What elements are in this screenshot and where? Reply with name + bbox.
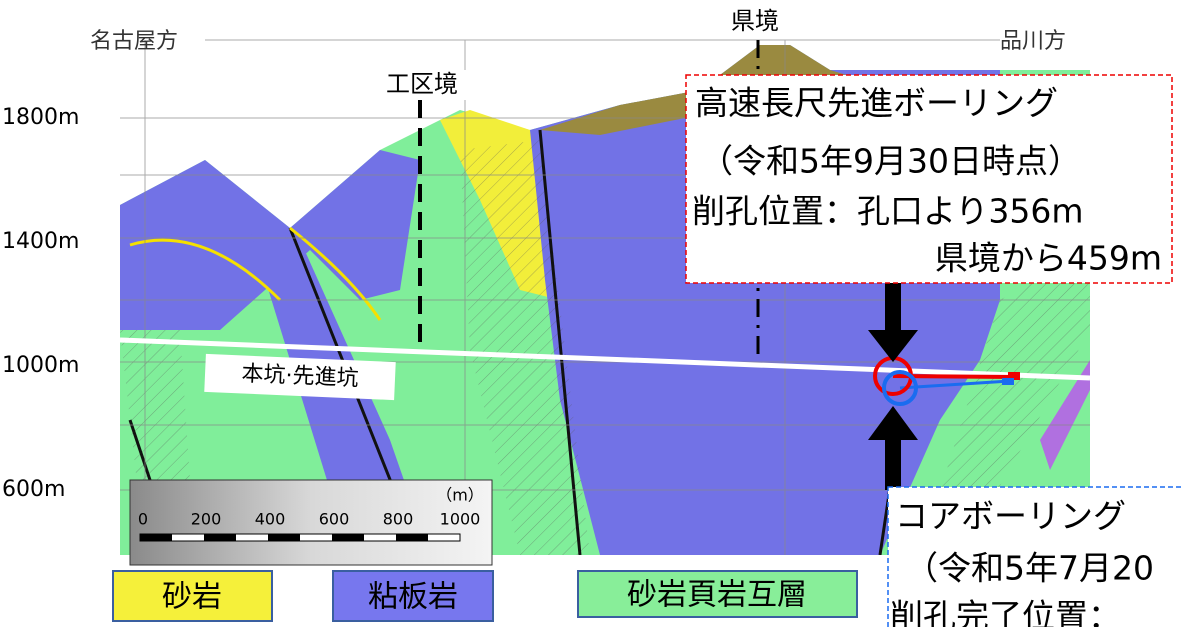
scale-label: 200 (191, 510, 222, 529)
legend-label: 粘板岩 (368, 580, 458, 615)
tunnel-label: 本坑·先進坑 (241, 361, 359, 391)
elevation: 1400m (2, 229, 79, 254)
scale-label: 400 (255, 510, 286, 529)
callout-position: 削孔位置：孔口より356m (692, 192, 1083, 231)
legend-label: 砂岩 (162, 580, 222, 615)
callout-date: （令和5年7月20 (905, 549, 1154, 588)
elevation: 1000m (2, 353, 79, 378)
scale-bar: （m） 0 200 400 600 800 1000 (129, 479, 493, 566)
boring (868, 283, 1020, 490)
right-direction: 品川方 (1000, 29, 1066, 54)
callout-bottom (887, 486, 1182, 631)
scale-unit: （m） (436, 486, 484, 505)
elevation: 1800m (2, 105, 79, 130)
legend-label: 砂岩頁岩互層 (627, 578, 807, 613)
scale-label: 1000 (440, 510, 481, 529)
callout-distance: 県境から459m (935, 239, 1162, 278)
callout-title: コアボーリング (895, 497, 1126, 536)
scale-label: 800 (383, 510, 414, 529)
callout-date: （令和5年9月30日時点） (700, 142, 1081, 181)
border-label: 県境 (731, 7, 779, 35)
scale-label: 0 (138, 510, 148, 529)
callout-position: 削孔完了位置： (890, 597, 1121, 628)
legend: 砂岩 粘板岩 砂岩頁岩互層 (112, 570, 858, 622)
callout-top (685, 74, 1173, 284)
callout-title: 高速長尺先進ボーリング (695, 84, 1058, 123)
section-border-label: 工区境 (386, 70, 458, 98)
scale-label: 600 (319, 510, 350, 529)
tunnel (119, 337, 1091, 381)
elevation: 600m (2, 477, 65, 502)
left-direction: 名古屋方 (90, 29, 178, 54)
